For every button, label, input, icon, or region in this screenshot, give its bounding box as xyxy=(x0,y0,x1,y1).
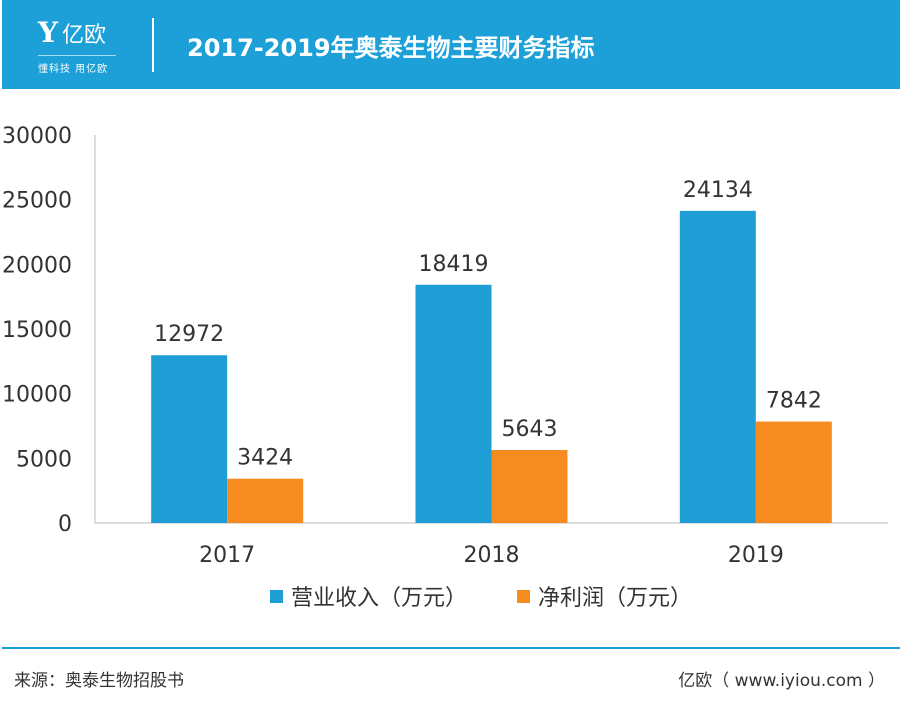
logo-text: 亿欧 xyxy=(62,22,107,48)
bar-net-profit-2018 xyxy=(491,450,568,523)
y-tick-label: 20000 xyxy=(2,253,72,278)
x-tick-label: 2019 xyxy=(728,543,784,568)
x-tick-label: 2018 xyxy=(464,543,520,568)
data-label: 3424 xyxy=(237,446,293,471)
bar-revenue-2018 xyxy=(415,284,492,523)
legend-item-profit: 净利润（万元） xyxy=(517,580,692,612)
y-tick-label: 0 xyxy=(58,512,72,537)
bar-net-profit-2017 xyxy=(227,478,304,523)
header-banner: Y 亿欧 懂科技 用亿欧 2017-2019年奥泰生物主要财务指标 xyxy=(2,0,900,89)
legend-item-revenue: 营业收入（万元） xyxy=(270,580,467,612)
bar-revenue-2017 xyxy=(151,355,228,523)
legend-swatch xyxy=(270,589,283,603)
logo: Y 亿欧 懂科技 用亿欧 xyxy=(38,16,116,75)
data-label: 5643 xyxy=(502,417,558,442)
bar-revenue-2019 xyxy=(679,210,756,523)
footer-divider xyxy=(2,647,900,649)
legend-label: 净利润（万元） xyxy=(538,586,693,611)
y-tick-label: 15000 xyxy=(2,318,72,343)
x-tick-label: 2017 xyxy=(199,543,255,568)
data-label: 24134 xyxy=(683,178,753,203)
legend-swatch xyxy=(517,589,531,603)
data-label: 7842 xyxy=(766,389,822,414)
site-credit: 亿欧（ www.iyiou.com ） xyxy=(678,671,885,691)
legend-label: 营业收入（万元） xyxy=(291,586,468,611)
logo-tagline: 懂科技 用亿欧 xyxy=(38,64,109,75)
bar-net-profit-2019 xyxy=(755,421,832,523)
page-title: 2017-2019年奥泰生物主要财务指标 xyxy=(187,34,595,62)
y-tick-label: 5000 xyxy=(16,447,72,472)
logo-mark-icon: Y xyxy=(38,16,58,49)
y-tick-label: 25000 xyxy=(2,189,72,214)
data-label: 12972 xyxy=(154,322,224,347)
legend: 营业收入（万元） 净利润（万元） xyxy=(270,580,692,612)
y-tick-label: 10000 xyxy=(2,383,72,408)
data-label: 18419 xyxy=(419,252,489,277)
source-note: 来源：奥泰生物招股书 xyxy=(14,671,184,691)
header-divider xyxy=(152,18,154,72)
bar-chart: 0 5000 10000 15000 20000 25000 30000 2017 12972 3… xyxy=(2,124,888,568)
y-tick-label: 30000 xyxy=(2,124,72,149)
